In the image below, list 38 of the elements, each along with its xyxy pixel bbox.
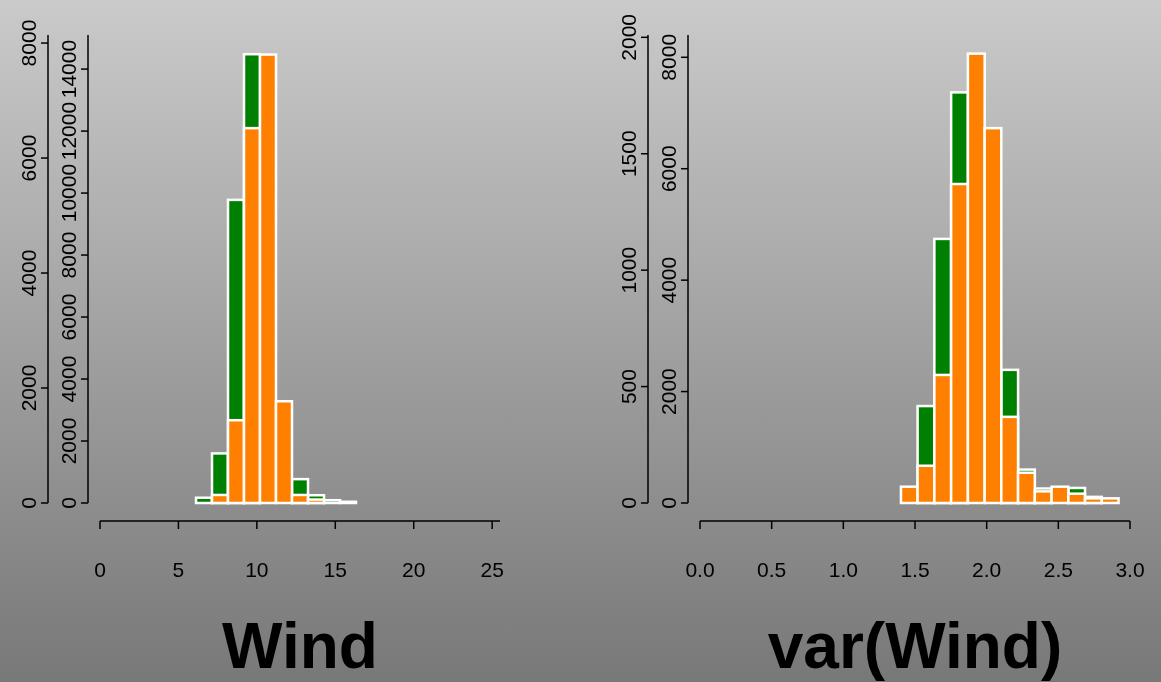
y-tick-label: 6000 [657, 145, 680, 193]
y2-tick-label: 8000 [17, 19, 40, 67]
x-tick-label: 20 [402, 558, 426, 581]
y2-tick-label: 500 [617, 369, 640, 405]
y2-tick-label: 4000 [17, 249, 40, 297]
y-tick-label: 2000 [57, 417, 80, 465]
x-tick-label: 3.0 [1115, 558, 1145, 581]
x-tick-label: 0.5 [757, 558, 787, 581]
x-tick-label: 15 [323, 558, 347, 581]
y-tick-label: 12000 [57, 101, 80, 161]
y-tick-label: 0 [657, 497, 680, 509]
x-tick-label: 25 [480, 558, 504, 581]
y-tick-label: 8000 [57, 231, 80, 279]
x-tick-label: 0 [94, 558, 106, 581]
y2-tick-label: 0 [617, 497, 640, 509]
y2-tick-label: 1000 [617, 246, 640, 294]
y-tick-label: 4000 [657, 256, 680, 304]
y-tick-label: 6000 [57, 293, 80, 341]
x-axis-title: var(Wind) [767, 610, 1063, 682]
y-tick-label: 14000 [57, 39, 80, 99]
x-tick-label: 1.5 [900, 558, 930, 581]
y2-tick-label: 2000 [617, 13, 640, 61]
y2-tick-label: 0 [17, 497, 40, 509]
y-tick-label: 4000 [57, 355, 80, 403]
y-tick-label: 0 [57, 497, 80, 509]
y2-tick-label: 1500 [617, 130, 640, 178]
x-tick-label: 1.0 [828, 558, 858, 581]
y-tick-label: 8000 [657, 33, 680, 81]
x-tick-label: 2.5 [1043, 558, 1073, 581]
x-tick-label: 0.0 [685, 558, 715, 581]
x-axis-title: Wind [222, 610, 378, 682]
x-tick-label: 2.0 [972, 558, 1002, 581]
y2-tick-label: 6000 [17, 134, 40, 182]
y-tick-label: 2000 [657, 368, 680, 415]
x-tick-label: 5 [172, 558, 185, 581]
x-tick-label: 10 [245, 558, 269, 581]
y2-tick-label: 2000 [17, 364, 40, 412]
y-tick-label: 10000 [57, 163, 80, 223]
